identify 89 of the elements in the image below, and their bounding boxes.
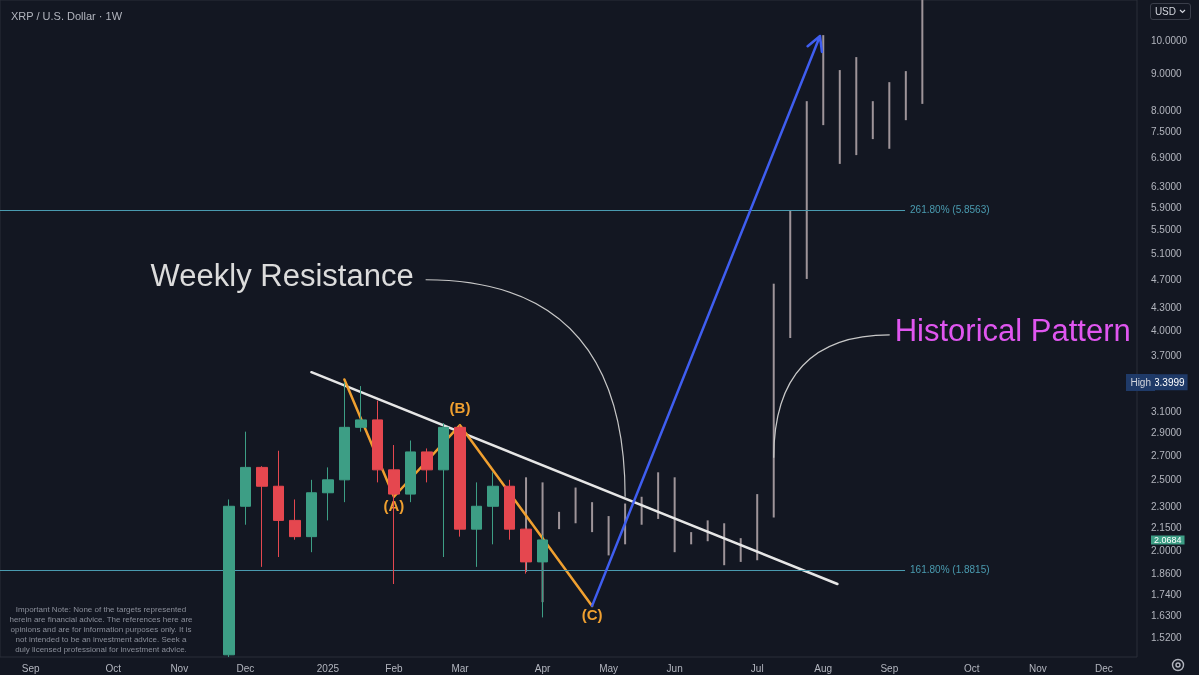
candlestick: [454, 424, 466, 538]
x-tick-label: Sep: [880, 662, 899, 674]
candlestick: [256, 465, 268, 568]
candlestick: [438, 422, 449, 558]
x-tick-label: Oct: [964, 662, 980, 674]
y-tick-label: 1.8600: [1151, 568, 1183, 580]
candlestick: [421, 447, 433, 483]
x-tick-label: Sep: [21, 662, 40, 674]
y-tick-label: 9.0000: [1151, 68, 1183, 80]
x-tick-label: Nov: [1029, 662, 1047, 674]
bar: [904, 71, 907, 121]
bar: [591, 502, 594, 533]
x-tick-label: 2025: [316, 662, 340, 674]
bar: [772, 283, 775, 518]
bar: [756, 494, 759, 561]
bar: [574, 487, 577, 524]
text: USD: [1154, 6, 1176, 17]
y-tick-label: 4.7000: [1151, 274, 1183, 286]
annotation: Weekly Resistance: [150, 257, 414, 294]
y-tick-label: 2.3000: [1151, 500, 1183, 512]
y-tick-label: 5.1000: [1151, 248, 1183, 260]
y-tick-label: 6.3000: [1151, 181, 1183, 193]
y-tick-label: 3.3999: [1154, 376, 1186, 388]
candlestick: [223, 498, 235, 656]
x-tick-label: Jun: [666, 662, 683, 674]
text: XRP / U.S. Dollar · 1W: [11, 9, 123, 22]
y-tick-label: 2.0000: [1151, 545, 1183, 557]
candlestick: [372, 400, 383, 483]
y-tick-label: 8.0000: [1151, 105, 1183, 117]
y-tick-label: 2.0684: [1154, 534, 1182, 545]
x-tick-label: Aug: [814, 662, 833, 674]
y-tick-label: 5.5000: [1151, 224, 1183, 236]
bar: [921, 0, 924, 104]
bar: [838, 70, 841, 164]
y-tick-label: 2.5000: [1151, 474, 1183, 486]
x-tick-label: Dec: [236, 662, 255, 674]
candlestick: [273, 450, 284, 558]
candlestick: [240, 431, 251, 526]
candlestick: [322, 466, 334, 521]
y-tick-label: 2.9000: [1151, 427, 1183, 439]
bar: [657, 472, 660, 519]
x-tick-label: Dec: [1095, 662, 1113, 674]
candlestick: [471, 481, 482, 568]
y-tick-label: 1.6300: [1151, 609, 1183, 621]
bar: [855, 57, 858, 156]
candlestick: [504, 479, 515, 541]
y-tick-label: 1.7400: [1151, 589, 1183, 601]
annotation: High: [1126, 373, 1155, 391]
candlestick: [289, 498, 301, 541]
y-tick-label: 4.0000: [1151, 325, 1183, 337]
x-tick-label: Apr: [534, 662, 551, 674]
x-tick-label: Mar: [451, 662, 470, 674]
bar: [723, 523, 726, 566]
y-tick-label: 5.9000: [1151, 202, 1183, 213]
bar: [805, 101, 808, 279]
candlestick: [355, 385, 367, 433]
annotation: Historical Pattern: [894, 312, 1131, 349]
bar: [690, 532, 693, 545]
y-tick-label: 7.5000: [1151, 125, 1183, 137]
x-tick-label: Nov: [170, 662, 189, 674]
x-tick-label: Feb: [385, 662, 403, 674]
bar: [789, 210, 792, 338]
bar: [888, 82, 891, 149]
bar: [607, 516, 610, 556]
annotation: Important Note: None of the targets represented herein are financial advice. The references here are opinions and are for information purposes only. It is not intended to be an investment advice. Seek a duly licensed professional for investment advice.: [8, 605, 194, 655]
candlestick: [487, 471, 499, 545]
y-tick-label: 1.5200: [1151, 632, 1183, 644]
y-tick-label: 3.1000: [1151, 406, 1183, 418]
y-tick-label: 10.0000: [1151, 34, 1188, 46]
data-label: (B): [449, 399, 471, 417]
bar: [871, 101, 874, 140]
ref-line-label: 261.80% (5.8563): [910, 204, 990, 216]
y-tick-label: 3.7000: [1151, 349, 1183, 361]
x-tick-label: May: [599, 662, 619, 674]
candlestick: [339, 381, 350, 503]
y-tick-label: 2.7000: [1151, 449, 1183, 461]
bar: [822, 35, 825, 126]
ref-line-label: 161.80% (1.8815): [910, 564, 990, 576]
bar: [640, 496, 643, 525]
y-tick-label: 2.1500: [1151, 522, 1183, 534]
candlestick: [405, 440, 416, 503]
data-label: (C): [581, 605, 603, 623]
candlestick: [306, 479, 317, 553]
x-tick-label: Oct: [105, 662, 122, 674]
bar: [558, 511, 561, 530]
x-tick-label: Jul: [750, 662, 764, 674]
bar: [673, 477, 676, 553]
y-tick-label: 4.3000: [1151, 302, 1183, 314]
y-tick-label: 6.9000: [1151, 152, 1183, 164]
